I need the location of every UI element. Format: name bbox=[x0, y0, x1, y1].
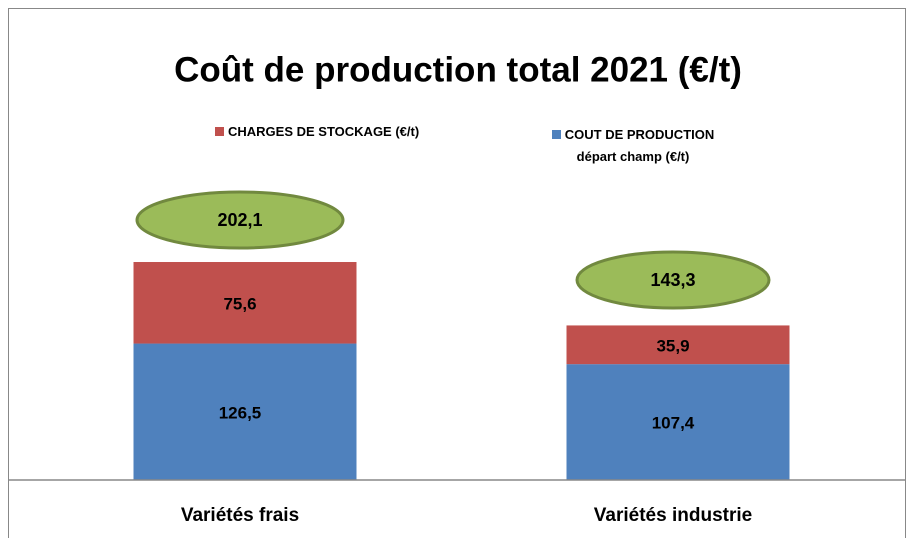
x-tick-label: Variétés frais bbox=[181, 505, 299, 526]
bar-segment bbox=[566, 325, 790, 365]
legend-swatch bbox=[215, 127, 224, 136]
data-label: 35,9 bbox=[656, 336, 689, 355]
legend-item: COUT DE PRODUCTION départ champ (€/t) bbox=[533, 124, 733, 168]
legend-label: CHARGES DE STOCKAGE (€/t) bbox=[228, 124, 420, 139]
data-label: 126,5 bbox=[219, 403, 262, 422]
bar-segment bbox=[566, 364, 790, 480]
total-label: 143,3 bbox=[650, 270, 695, 290]
chart-title: Coût de production total 2021 (€/t) bbox=[174, 50, 742, 89]
total-label: 202,1 bbox=[217, 210, 262, 230]
bar-segment bbox=[133, 262, 357, 344]
legend-item: CHARGES DE STOCKAGE (€/t) bbox=[215, 124, 419, 139]
total-badge bbox=[575, 250, 771, 310]
data-label: 75,6 bbox=[223, 294, 256, 313]
legend-label: COUT DE PRODUCTION départ champ (€/t) bbox=[564, 127, 715, 164]
data-label: 107,4 bbox=[652, 414, 695, 433]
legend-swatch bbox=[551, 130, 561, 139]
total-badge bbox=[135, 190, 345, 250]
x-tick-label: Variétés industrie bbox=[594, 505, 752, 526]
bar-segment bbox=[133, 343, 357, 480]
